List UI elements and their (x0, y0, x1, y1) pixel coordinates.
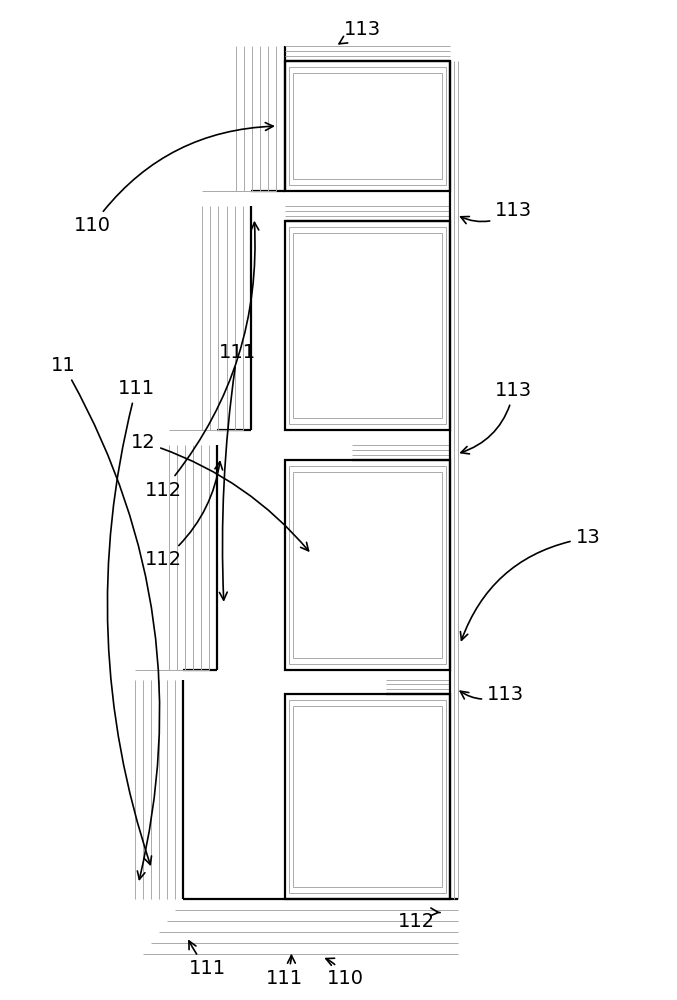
Bar (288, 700, 445, 893)
Text: 111: 111 (188, 941, 225, 978)
Text: 111: 111 (266, 955, 303, 988)
Bar (292, 73, 441, 179)
Bar (292, 706, 441, 887)
Text: 113: 113 (339, 20, 380, 44)
Text: 113: 113 (460, 685, 524, 704)
Text: 13: 13 (460, 528, 600, 640)
Bar (284, 460, 450, 670)
Text: 113: 113 (460, 201, 532, 224)
Bar (284, 221, 450, 430)
Text: 112: 112 (145, 222, 259, 500)
Bar (292, 233, 441, 418)
Bar (288, 466, 445, 664)
Text: 112: 112 (145, 462, 223, 569)
Bar (288, 67, 445, 185)
Text: 111: 111 (219, 343, 256, 600)
Text: 111: 111 (108, 379, 155, 865)
Bar (284, 694, 450, 899)
Text: 110: 110 (74, 123, 274, 235)
Bar (284, 61, 450, 191)
Bar (284, 460, 450, 670)
Bar (288, 227, 445, 424)
Bar (292, 472, 441, 658)
Bar (284, 694, 450, 899)
Bar (284, 221, 450, 430)
Text: 11: 11 (51, 356, 160, 879)
Text: 112: 112 (397, 908, 440, 931)
Text: 110: 110 (326, 958, 364, 988)
Text: 12: 12 (131, 433, 309, 551)
Text: 113: 113 (461, 381, 532, 454)
Bar (284, 61, 450, 191)
